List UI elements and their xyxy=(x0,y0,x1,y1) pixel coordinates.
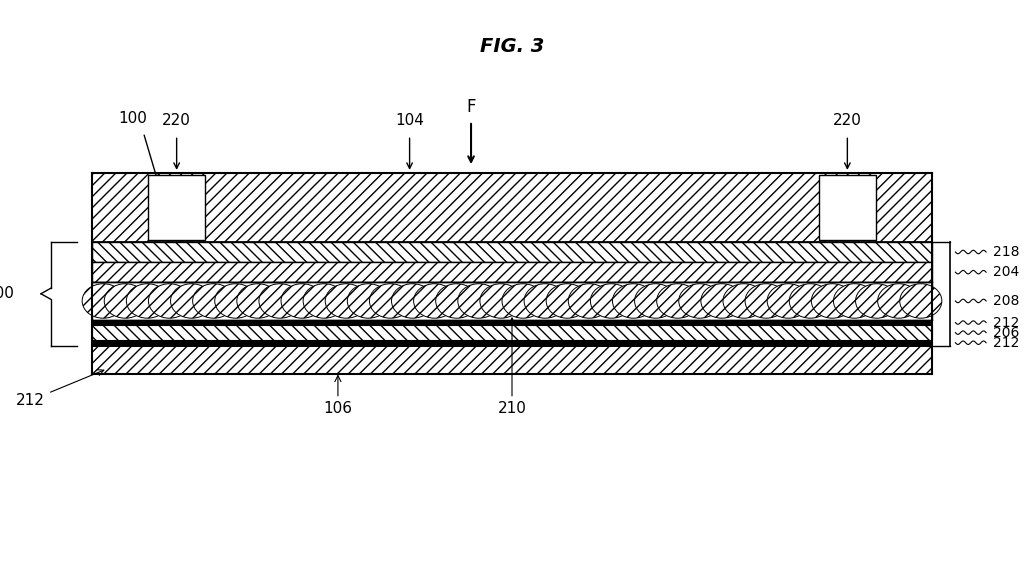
Ellipse shape xyxy=(591,284,633,318)
Ellipse shape xyxy=(723,284,765,318)
Ellipse shape xyxy=(811,284,853,318)
Ellipse shape xyxy=(502,284,544,318)
Ellipse shape xyxy=(414,284,456,318)
Ellipse shape xyxy=(524,284,566,318)
Bar xyxy=(92,325,932,340)
Ellipse shape xyxy=(679,284,721,318)
Ellipse shape xyxy=(370,284,412,318)
Bar xyxy=(92,262,932,282)
Ellipse shape xyxy=(215,284,257,318)
Ellipse shape xyxy=(171,284,213,318)
Ellipse shape xyxy=(767,284,809,318)
Ellipse shape xyxy=(347,284,389,318)
Ellipse shape xyxy=(900,284,942,318)
Bar xyxy=(92,173,932,242)
Ellipse shape xyxy=(281,284,324,318)
Text: 210: 210 xyxy=(498,318,526,416)
Bar xyxy=(92,346,932,374)
Ellipse shape xyxy=(878,284,920,318)
Text: 100: 100 xyxy=(119,111,147,126)
Text: 208: 208 xyxy=(993,294,1020,308)
Ellipse shape xyxy=(635,284,677,318)
Ellipse shape xyxy=(790,284,831,318)
Text: 204: 204 xyxy=(993,265,1020,279)
Text: 106: 106 xyxy=(324,376,352,416)
Text: F: F xyxy=(466,97,476,116)
Ellipse shape xyxy=(612,284,654,318)
Ellipse shape xyxy=(82,284,124,318)
Text: 212: 212 xyxy=(16,370,103,408)
Text: 220: 220 xyxy=(833,113,862,128)
Bar xyxy=(148,175,205,240)
Ellipse shape xyxy=(656,284,698,318)
Ellipse shape xyxy=(700,284,743,318)
Ellipse shape xyxy=(568,284,610,318)
Bar xyxy=(92,242,932,262)
Ellipse shape xyxy=(436,284,478,318)
Text: FIG. 3: FIG. 3 xyxy=(480,37,544,55)
Bar xyxy=(819,175,876,240)
Ellipse shape xyxy=(480,284,522,318)
Ellipse shape xyxy=(193,284,234,318)
Text: 220: 220 xyxy=(162,113,191,128)
Ellipse shape xyxy=(856,284,898,318)
Bar xyxy=(92,340,932,346)
Text: 200: 200 xyxy=(0,286,14,301)
Text: 212: 212 xyxy=(993,316,1020,329)
Ellipse shape xyxy=(745,284,787,318)
Bar xyxy=(92,320,932,325)
Ellipse shape xyxy=(458,284,500,318)
Ellipse shape xyxy=(148,284,190,318)
Bar xyxy=(92,282,932,320)
Text: 104: 104 xyxy=(395,113,424,128)
Ellipse shape xyxy=(546,284,588,318)
Ellipse shape xyxy=(391,284,433,318)
Ellipse shape xyxy=(237,284,279,318)
Ellipse shape xyxy=(259,284,301,318)
Ellipse shape xyxy=(834,284,876,318)
Ellipse shape xyxy=(126,284,168,318)
Text: 218: 218 xyxy=(993,245,1020,259)
Text: 212: 212 xyxy=(993,336,1020,350)
Text: 206: 206 xyxy=(993,325,1020,340)
Ellipse shape xyxy=(326,284,368,318)
Ellipse shape xyxy=(104,284,146,318)
Ellipse shape xyxy=(303,284,345,318)
